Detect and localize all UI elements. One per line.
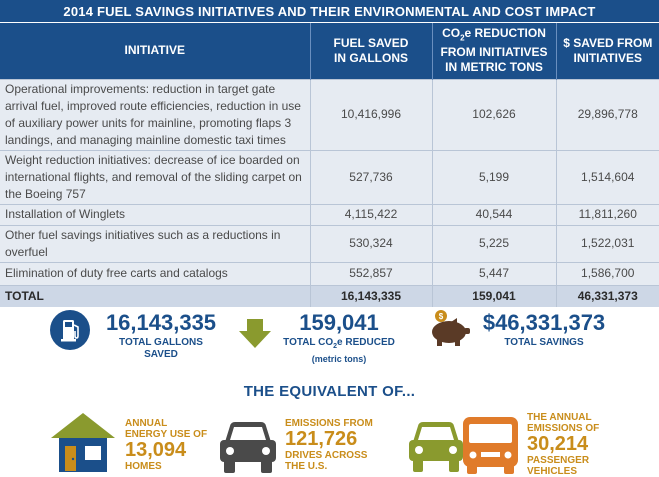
total-co2-label: TOTAL CO2e REDUCED bbox=[283, 337, 395, 350]
vehicles-line4: VEHICLES bbox=[527, 466, 578, 477]
initiative-cell: Installation of Winglets bbox=[0, 203, 310, 225]
fuel-saved-cell: 552,857 bbox=[309, 261, 432, 285]
table-row: Operational improvements: reduction in t… bbox=[0, 78, 659, 150]
homes-line3: HOMES bbox=[125, 461, 162, 472]
drives-value: 121,726 bbox=[285, 428, 358, 450]
dollars-saved-cell: 1,522,031 bbox=[555, 224, 659, 262]
total-label: TOTAL bbox=[0, 284, 310, 307]
dollars-saved-cell: 29,896,778 bbox=[555, 78, 659, 150]
total-gallons-label: TOTAL GALLONS SAVED bbox=[119, 337, 203, 360]
initiative-cell: Elimination of duty free carts and catal… bbox=[0, 261, 310, 285]
column-header-fuel-saved: FUEL SAVED IN GALLONS bbox=[309, 23, 432, 79]
total-fuel-saved: 16,143,335 bbox=[309, 284, 432, 307]
total-savings-value: $46,331,373 bbox=[482, 310, 606, 335]
fuel-savings-table: INITIATIVE FUEL SAVED IN GALLONS CO2e RE… bbox=[0, 23, 659, 307]
homes-line1: ANNUAL bbox=[125, 418, 168, 429]
vehicles-line2: EMISSIONS OF bbox=[527, 423, 600, 434]
drives-line1: EMISSIONS FROM bbox=[285, 418, 373, 429]
co2-reduction-cell: 5,225 bbox=[431, 224, 556, 262]
total-savings-label: TOTAL SAVINGS bbox=[504, 337, 584, 348]
co2-reduction-cell: 5,447 bbox=[431, 261, 556, 285]
house-icon bbox=[50, 412, 116, 477]
total-co2-reduction: 159,041 bbox=[431, 284, 556, 307]
down-arrow-icon bbox=[237, 319, 273, 354]
piggy-bank-icon: $ bbox=[423, 308, 473, 353]
co2-reduction-cell: 40,544 bbox=[431, 203, 556, 225]
fuel-saved-cell: 4,115,422 bbox=[309, 203, 432, 225]
total-co2-value: 159,041 bbox=[299, 310, 379, 335]
drives-line3: THE U.S. bbox=[285, 461, 328, 472]
initiative-cell: Operational improvements: reduction in t… bbox=[0, 78, 310, 150]
table-row: Weight reduction initiatives: decrease o… bbox=[0, 149, 659, 204]
fuel-saved-cell: 10,416,996 bbox=[309, 78, 432, 150]
total-gallons-value: 16,143,335 bbox=[105, 310, 217, 335]
dollars-saved-cell: 1,586,700 bbox=[555, 261, 659, 285]
total-dollars-saved: 46,331,373 bbox=[555, 284, 659, 307]
infographic-title: 2014 FUEL SAVINGS INITIATIVES AND THEIR … bbox=[0, 0, 659, 22]
car-and-bus-icon bbox=[408, 416, 520, 477]
equivalent-heading: THE EQUIVALENT OF... bbox=[243, 383, 416, 400]
homes-line2: ENERGY USE OF bbox=[125, 429, 208, 440]
drives-line2: DRIVES ACROSS bbox=[285, 450, 368, 461]
vehicles-line1: THE ANNUAL bbox=[527, 412, 592, 423]
vehicles-line3: PASSENGER bbox=[527, 455, 590, 466]
fuel-saved-cell: 527,736 bbox=[309, 149, 432, 204]
fuel-saved-cell: 530,324 bbox=[309, 224, 432, 262]
car-icon bbox=[218, 420, 278, 477]
column-header-co2-reduction: CO2e REDUCTION FROM INITIATIVES IN METRI… bbox=[431, 23, 556, 79]
gas-pump-icon bbox=[50, 310, 90, 350]
co2-reduction-cell: 5,199 bbox=[431, 149, 556, 204]
initiative-cell: Other fuel savings initiatives such as a… bbox=[0, 224, 310, 262]
co2-reduction-cell: 102,626 bbox=[431, 78, 556, 150]
dollars-saved-cell: 11,811,260 bbox=[555, 203, 659, 225]
total-row: TOTAL 16,143,335 159,041 46,331,373 bbox=[0, 284, 659, 307]
table-row: Other fuel savings initiatives such as a… bbox=[0, 224, 659, 262]
column-header-dollars-saved: $ SAVED FROM INITIATIVES bbox=[555, 23, 659, 79]
svg-text:$: $ bbox=[439, 312, 444, 321]
initiative-cell: Weight reduction initiatives: decrease o… bbox=[0, 149, 310, 204]
total-co2-units: (metric tons) bbox=[311, 354, 367, 364]
table-row: Installation of Winglets 4,115,422 40,54… bbox=[0, 203, 659, 225]
homes-value: 13,094 bbox=[125, 439, 187, 461]
vehicles-value: 30,214 bbox=[527, 433, 589, 455]
table-row: Elimination of duty free carts and catal… bbox=[0, 261, 659, 285]
dollars-saved-cell: 1,514,604 bbox=[555, 149, 659, 204]
column-header-initiative: INITIATIVE bbox=[0, 23, 310, 79]
summary-section: 16,143,335 TOTAL GALLONS SAVED 159,041 T… bbox=[0, 310, 659, 370]
